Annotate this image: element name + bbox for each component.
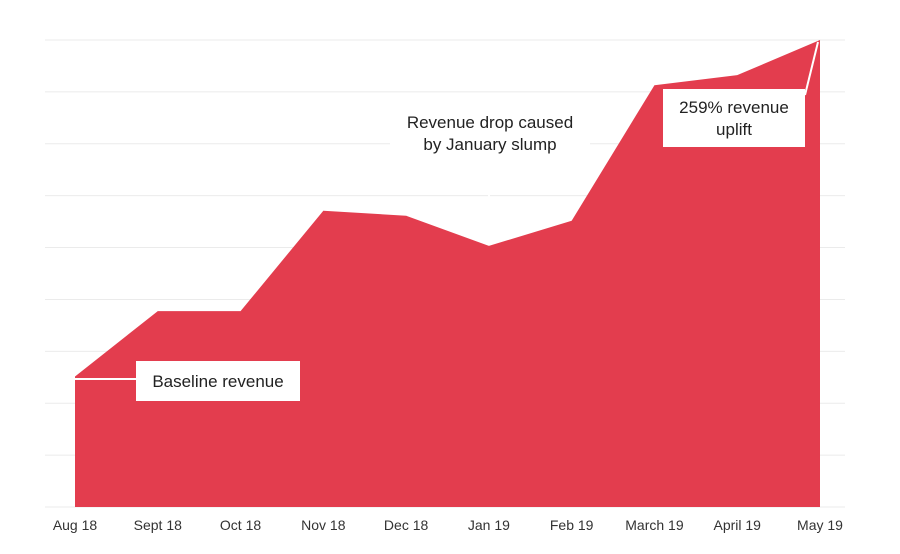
annotation-box xyxy=(663,89,805,147)
annotation-text: Baseline revenue xyxy=(152,372,283,391)
x-tick-label: Jan 19 xyxy=(468,517,510,533)
annotation-text: by January slump xyxy=(423,135,556,154)
annotation-2: Revenue drop caused by January slump xyxy=(390,103,590,236)
annotation-text: uplift xyxy=(716,120,752,139)
x-axis-ticks: Aug 18 Sept 18 Oct 18 Nov 18 Dec 18 Jan 19 Feb… xyxy=(53,517,843,533)
x-tick-label: Aug 18 xyxy=(53,517,98,533)
x-tick-label: Dec 18 xyxy=(384,517,429,533)
annotation-box xyxy=(136,361,300,401)
x-tick-label: March 19 xyxy=(625,517,684,533)
x-tick-label: Oct 18 xyxy=(220,517,261,533)
annotations: Baseline revenue Revenue drop caused by Ja… xyxy=(75,41,819,401)
annotation-3: 259% revenue uplift xyxy=(663,41,819,147)
annotation-connector xyxy=(804,41,819,96)
x-tick-label: Nov 18 xyxy=(301,517,346,533)
x-tick-label: Sept 18 xyxy=(134,517,182,533)
x-tick-label: Feb 19 xyxy=(550,517,594,533)
annotation-text: Revenue drop caused xyxy=(407,113,573,132)
x-tick-label: May 19 xyxy=(797,517,843,533)
annotation-box xyxy=(390,103,590,163)
annotation-1: Baseline revenue xyxy=(75,361,300,401)
annotation-text: 259% revenue xyxy=(679,98,789,117)
x-tick-label: April 19 xyxy=(713,517,761,533)
